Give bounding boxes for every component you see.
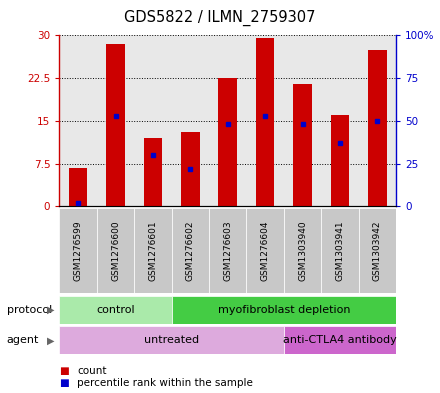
Text: ■: ■ <box>59 378 69 388</box>
Text: myofibroblast depletion: myofibroblast depletion <box>217 305 350 315</box>
Text: ■: ■ <box>59 366 69 376</box>
Bar <box>59 296 172 324</box>
Bar <box>256 38 275 206</box>
Bar <box>359 208 396 293</box>
Bar <box>143 138 162 206</box>
Text: control: control <box>96 305 135 315</box>
Text: protocol: protocol <box>7 305 52 315</box>
Bar <box>172 296 396 324</box>
Bar <box>59 208 97 293</box>
Text: GSM1276601: GSM1276601 <box>148 220 158 281</box>
Text: GSM1276603: GSM1276603 <box>223 220 232 281</box>
Text: ▶: ▶ <box>47 305 55 315</box>
Text: GSM1276599: GSM1276599 <box>73 220 83 281</box>
Bar <box>293 84 312 206</box>
Text: GSM1276604: GSM1276604 <box>260 220 270 281</box>
Text: GSM1303941: GSM1303941 <box>335 220 345 281</box>
Text: GSM1303942: GSM1303942 <box>373 220 382 281</box>
Text: GDS5822 / ILMN_2759307: GDS5822 / ILMN_2759307 <box>124 10 316 26</box>
Text: agent: agent <box>7 335 39 345</box>
Text: ▶: ▶ <box>47 335 55 345</box>
Bar <box>218 78 237 206</box>
Text: GSM1303940: GSM1303940 <box>298 220 307 281</box>
Text: anti-CTLA4 antibody: anti-CTLA4 antibody <box>283 335 397 345</box>
Bar <box>321 208 359 293</box>
Bar <box>69 167 88 206</box>
Text: count: count <box>77 366 106 376</box>
Bar <box>134 208 172 293</box>
Bar <box>106 44 125 206</box>
Bar <box>368 50 387 206</box>
Bar <box>172 208 209 293</box>
Bar <box>246 208 284 293</box>
Bar <box>284 326 396 354</box>
Text: untreated: untreated <box>144 335 199 345</box>
Text: GSM1276602: GSM1276602 <box>186 220 195 281</box>
Bar <box>330 115 349 206</box>
Bar <box>284 208 321 293</box>
Text: GSM1276600: GSM1276600 <box>111 220 120 281</box>
Bar <box>59 326 284 354</box>
Bar <box>209 208 246 293</box>
Text: percentile rank within the sample: percentile rank within the sample <box>77 378 253 388</box>
Bar <box>97 208 134 293</box>
Bar <box>181 132 200 206</box>
